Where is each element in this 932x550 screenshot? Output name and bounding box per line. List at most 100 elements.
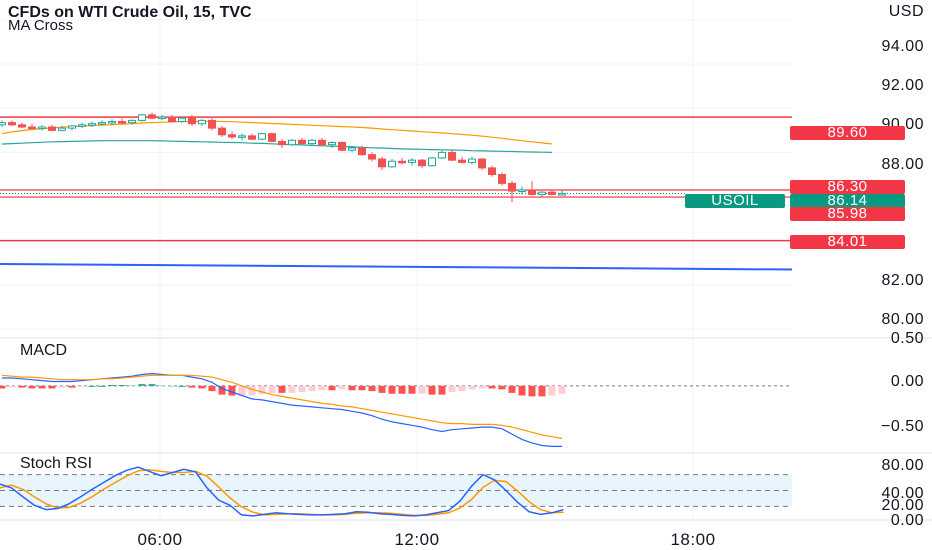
price-tick-80: 80.00 — [881, 311, 924, 328]
signal-line — [1, 374, 563, 440]
candle-body-5 — [48, 126, 56, 131]
macd-hist-bar-15 — [148, 384, 156, 386]
macd-hist-bar-46 — [458, 385, 466, 392]
macd-hist-bar-44 — [438, 385, 446, 395]
candle-18 — [178, 117, 186, 123]
candle-19 — [188, 114, 196, 126]
support-price-tag[interactable]: 84.01 — [790, 234, 905, 249]
currency-label: USD — [888, 3, 924, 20]
candle-body-24 — [238, 135, 246, 138]
candle-body-1 — [8, 122, 16, 126]
macd-hist-bar-56 — [558, 385, 566, 394]
macd-hist-bar-33 — [328, 385, 336, 391]
candle-41 — [408, 157, 416, 166]
macd-hist-bar-31 — [308, 385, 316, 392]
candle-body-36 — [358, 147, 366, 156]
candle-body-27 — [268, 133, 276, 142]
lower-price-tag[interactable]: 85.98 — [790, 206, 905, 221]
candle-body-37 — [368, 154, 376, 160]
ma-slow-line — [1, 140, 553, 153]
macd-hist-bar-36 — [358, 385, 366, 391]
candle-13 — [128, 119, 136, 125]
macd-hist-bar-9 — [88, 385, 96, 387]
candle-31 — [308, 139, 316, 145]
macd-hist-bar-13 — [128, 384, 136, 386]
candle-body-9 — [88, 123, 96, 126]
candle-49 — [488, 165, 496, 177]
candle-26 — [258, 132, 266, 141]
price-tick-82: 82.00 — [881, 272, 924, 289]
macd-title[interactable]: MACD — [20, 342, 68, 359]
macd-hist-bar-40 — [398, 385, 406, 394]
candle-34 — [338, 141, 346, 152]
candle-50 — [498, 172, 506, 186]
candle-48 — [478, 157, 486, 171]
stoch-rsi-title[interactable]: Stoch RSI — [20, 455, 93, 472]
candle-15 — [148, 112, 156, 120]
candle-45 — [448, 150, 456, 162]
candle-body-54 — [538, 191, 546, 195]
trend-line — [0, 262, 793, 271]
macd-hist-bar-7 — [68, 385, 76, 388]
candle-44 — [438, 150, 446, 160]
candle-body-21 — [208, 119, 216, 129]
macd-tick-neg0.50: −0.50 — [881, 418, 924, 435]
candle-body-3 — [28, 126, 36, 130]
candle-body-7 — [68, 125, 76, 129]
indicator-name[interactable]: MA Cross — [8, 17, 74, 34]
macd-hist-bar-54 — [538, 385, 546, 397]
stoch-tick-20: 20.00 — [881, 497, 924, 514]
candle-0 — [0, 120, 6, 128]
candle-body-41 — [408, 159, 416, 163]
time-tick-1800: 18:00 — [670, 530, 716, 549]
price-tick-88: 88.00 — [881, 156, 924, 173]
candle-4 — [38, 124, 46, 131]
candle-14 — [138, 113, 146, 122]
candle-body-31 — [308, 139, 316, 145]
candle-33 — [328, 141, 336, 149]
candle-body-50 — [498, 174, 506, 184]
stoch-tick-80: 80.00 — [881, 457, 924, 474]
candle-body-11 — [108, 121, 116, 124]
candle-body-52 — [518, 189, 526, 192]
macd-hist-bar-37 — [368, 385, 376, 392]
candle-body-26 — [258, 133, 266, 140]
candle-53 — [528, 181, 536, 196]
macd-hist-bar-26 — [258, 385, 266, 394]
macd-hist-bar-4 — [38, 385, 46, 389]
symbol-tag[interactable]: USOIL — [685, 193, 785, 208]
candle-body-51 — [508, 182, 516, 192]
last-price-tag[interactable]: 86.14 — [790, 193, 905, 208]
stoch-k-line — [0, 466, 564, 517]
candle-body-39 — [388, 160, 396, 168]
candle-body-55 — [548, 191, 556, 195]
macd-hist-bar-0 — [0, 385, 6, 389]
candle-56 — [558, 189, 566, 196]
chart-title[interactable]: CFDs on WTI Crude Oil, 15, TVC — [8, 4, 252, 21]
macd-hist-bar-28 — [278, 385, 286, 393]
macd-hist-bar-51 — [508, 385, 516, 393]
upper-price-tag[interactable]: 86.30 — [790, 179, 905, 194]
candle-30 — [298, 138, 306, 145]
macd-tick-0.00: 0.00 — [890, 373, 924, 390]
candle-7 — [68, 124, 76, 131]
macd-hist-bar-22 — [218, 385, 226, 395]
resistance-price-tag[interactable]: 89.60 — [790, 125, 905, 140]
candle-35 — [348, 145, 356, 153]
candle-38 — [378, 156, 386, 171]
candle-body-49 — [488, 167, 496, 176]
candle-body-34 — [338, 141, 346, 151]
macd-hist-bar-43 — [428, 385, 436, 395]
candle-47 — [468, 156, 476, 165]
candle-body-33 — [328, 141, 336, 146]
candle-body-32 — [318, 139, 326, 146]
candle-body-40 — [398, 160, 406, 164]
candle-body-48 — [478, 158, 486, 169]
price-tick-92: 92.00 — [881, 77, 924, 94]
candle-3 — [28, 123, 36, 130]
candle-body-10 — [98, 122, 106, 125]
price-tick-94: 94.00 — [881, 38, 924, 55]
candle-body-16 — [158, 116, 166, 120]
candle-17 — [168, 114, 176, 123]
